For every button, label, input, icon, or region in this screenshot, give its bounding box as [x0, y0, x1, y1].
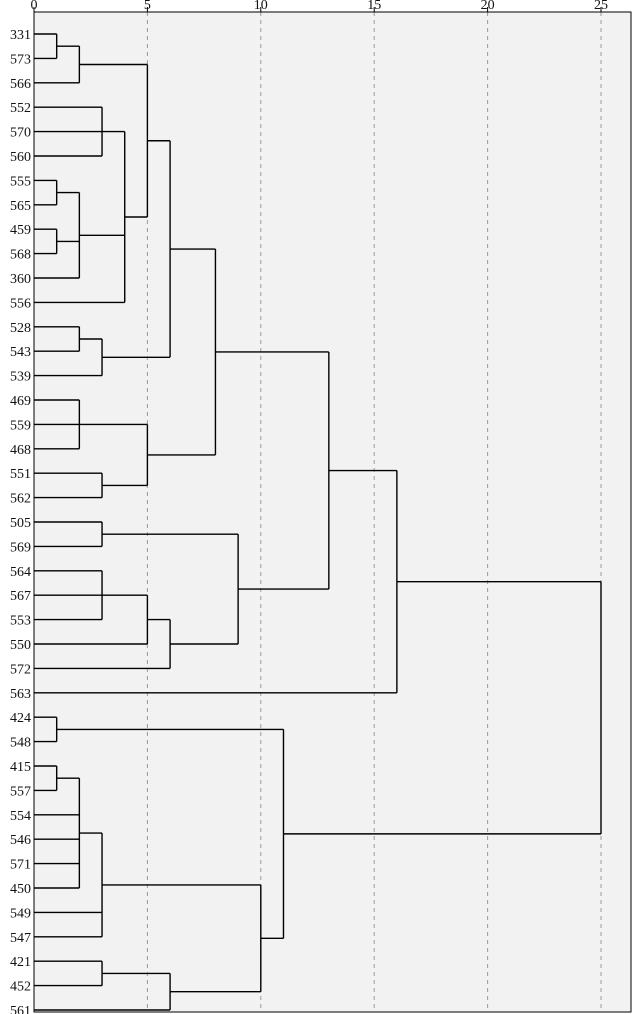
leaf-label: 567 [10, 589, 31, 604]
leaf-label: 556 [10, 296, 31, 311]
leaf-label: 415 [10, 760, 31, 775]
leaf-label: 563 [10, 687, 31, 702]
merge-ROOT [283, 580, 602, 835]
x-tick-label: 0 [31, 0, 38, 13]
leaf-label: 539 [10, 370, 31, 385]
leaf-label: 560 [10, 150, 31, 165]
leaf-label: 547 [10, 931, 31, 946]
leaf-label: 570 [10, 126, 31, 141]
leaf-label: 360 [10, 272, 31, 287]
leaf-label: 553 [10, 614, 31, 629]
leaf-label: 424 [10, 711, 31, 726]
leaf-label: 569 [10, 540, 31, 555]
x-tick-label: 5 [144, 0, 151, 13]
leaf-label: 565 [10, 199, 31, 214]
leaf-label: 571 [10, 858, 31, 873]
leaf-label: 551 [10, 467, 31, 482]
leaf-label: 452 [10, 980, 31, 995]
leaf-label: 505 [10, 516, 31, 531]
x-tick-label: 15 [367, 0, 381, 13]
leaf-label: 450 [10, 882, 31, 897]
leaf-label: 459 [10, 223, 31, 238]
plot-area [33, 11, 632, 1013]
x-tick-label: 20 [481, 0, 495, 13]
x-tick-label: 10 [254, 0, 268, 13]
leaf-label: 552 [10, 101, 31, 116]
leaf-label: 528 [10, 321, 31, 336]
leaf-label: 566 [10, 77, 31, 92]
leaf-label: 469 [10, 394, 31, 409]
leaf-label: 468 [10, 443, 31, 458]
leaf-label: 559 [10, 418, 31, 433]
leaf-label: 421 [10, 955, 31, 970]
leaf-label: 554 [10, 809, 31, 824]
leaf-label: 331 [10, 28, 31, 43]
merge-L [34, 399, 81, 450]
leaf-label: 568 [10, 248, 31, 263]
leaf-label: 546 [10, 833, 31, 848]
leaf-label: 555 [10, 174, 31, 189]
x-axis: 0 5 10 15 20 25 [31, 0, 631, 13]
leaf-label: 564 [10, 565, 31, 580]
plot-frame [33, 11, 632, 1013]
leaf-label: 548 [10, 736, 31, 751]
merge-Q [34, 570, 103, 621]
leaf-labels: 331 573 566 552 570 560 555 565 459 568 360 556 528 5… [10, 28, 31, 1014]
grid-lines [146, 12, 602, 1012]
leaf-label: 561 [10, 1004, 31, 1014]
leaf-label: 543 [10, 345, 31, 360]
leaf-label: 572 [10, 662, 31, 677]
dendrogram-tree [34, 33, 602, 1011]
leaf-label: 573 [10, 52, 31, 67]
leaf-label: 550 [10, 638, 31, 653]
leaf-label: 562 [10, 492, 31, 507]
x-tick-label: 25 [594, 0, 608, 13]
leaf-label: 557 [10, 784, 31, 799]
leaf-label: 549 [10, 906, 31, 921]
